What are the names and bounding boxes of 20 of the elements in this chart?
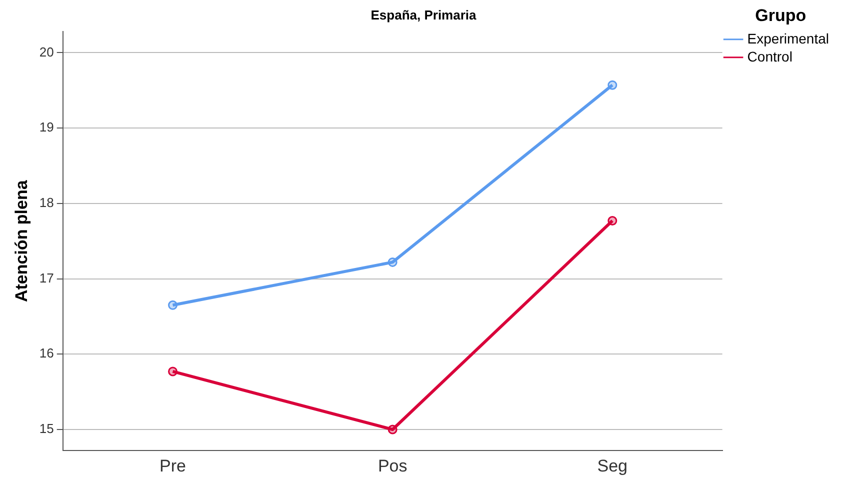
x-tick-label: Pos	[378, 456, 408, 476]
point	[388, 424, 398, 434]
y-tick-label: 20	[39, 44, 54, 60]
legend-label: Control	[747, 48, 792, 64]
y-tick-label: 15	[39, 421, 54, 436]
y-tick-label: 18	[39, 195, 54, 210]
y-tick-label: 19	[39, 120, 54, 135]
x-tick-label: Pre	[160, 456, 186, 476]
x-tick-label: Seg	[597, 456, 628, 476]
legend-label: Experimental	[747, 30, 829, 46]
point	[168, 366, 178, 376]
chart-title: España, Primaria	[370, 7, 478, 22]
y-axis-title: Atención plena	[12, 180, 31, 302]
legend-title: Grupo	[755, 6, 806, 26]
point	[608, 80, 618, 90]
point	[168, 300, 178, 310]
point	[608, 216, 618, 226]
point	[388, 257, 398, 267]
y-tick-label: 16	[39, 346, 54, 361]
y-tick-label: 17	[39, 270, 54, 286]
